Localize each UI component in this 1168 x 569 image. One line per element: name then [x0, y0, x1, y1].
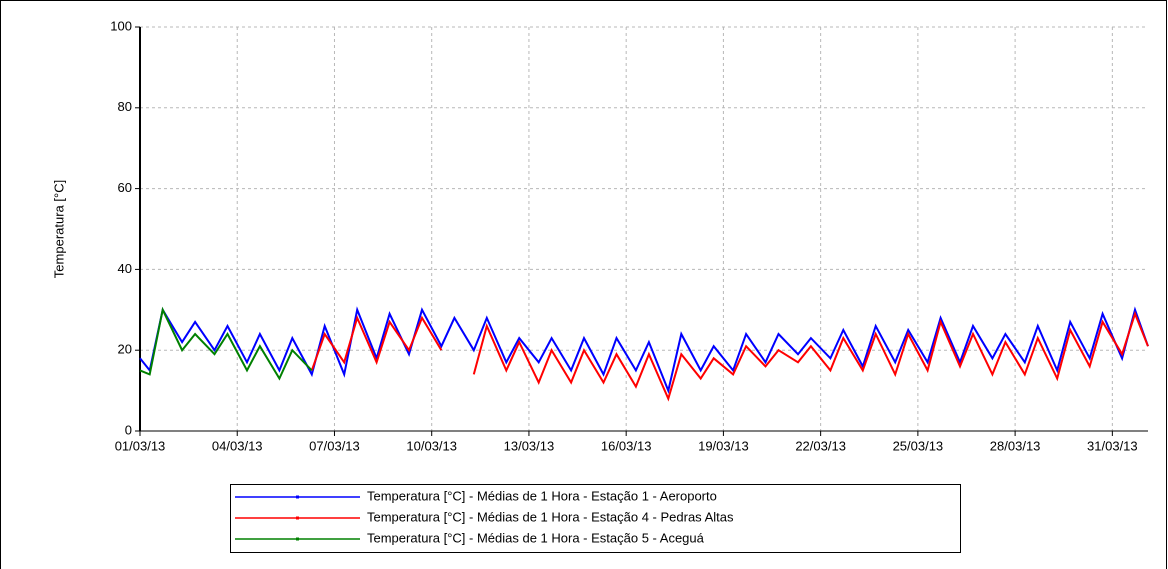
- x-tick-label: 31/03/13: [1087, 438, 1138, 453]
- series-line: [139, 306, 313, 381]
- x-tick-label: 07/03/13: [309, 438, 360, 453]
- x-tick-label: 19/03/13: [698, 438, 749, 453]
- x-tick-label: 04/03/13: [212, 438, 263, 453]
- legend-label: Temperatura [°C] - Médias de 1 Hora - Es…: [367, 509, 734, 524]
- legend-marker: [296, 537, 299, 541]
- y-tick-label: 60: [118, 180, 132, 195]
- legend-marker: [296, 495, 299, 499]
- legend-label: Temperatura [°C] - Médias de 1 Hora - Es…: [367, 530, 705, 545]
- x-tick-label: 13/03/13: [504, 438, 555, 453]
- y-tick-label: 20: [118, 342, 132, 357]
- x-tick-label: 16/03/13: [601, 438, 652, 453]
- plot-area: [140, 27, 1148, 431]
- y-tick-label: 0: [125, 422, 132, 437]
- series-line: [310, 314, 443, 371]
- x-tick-label: 22/03/13: [795, 438, 846, 453]
- x-tick-label: 28/03/13: [990, 438, 1041, 453]
- y-tick-label: 80: [118, 99, 132, 114]
- x-tick-label: 01/03/13: [115, 438, 166, 453]
- y-tick-label: 100: [110, 18, 132, 33]
- x-tick-label: 25/03/13: [893, 438, 944, 453]
- y-tick-label: 40: [118, 261, 132, 276]
- series-line: [472, 310, 1149, 402]
- legend-label: Temperatura [°C] - Médias de 1 Hora - Es…: [367, 488, 717, 503]
- y-axis-label: Temperatura [°C]: [51, 180, 66, 278]
- x-tick-label: 10/03/13: [406, 438, 457, 453]
- legend-marker: [296, 516, 299, 520]
- series-line: [139, 306, 1149, 394]
